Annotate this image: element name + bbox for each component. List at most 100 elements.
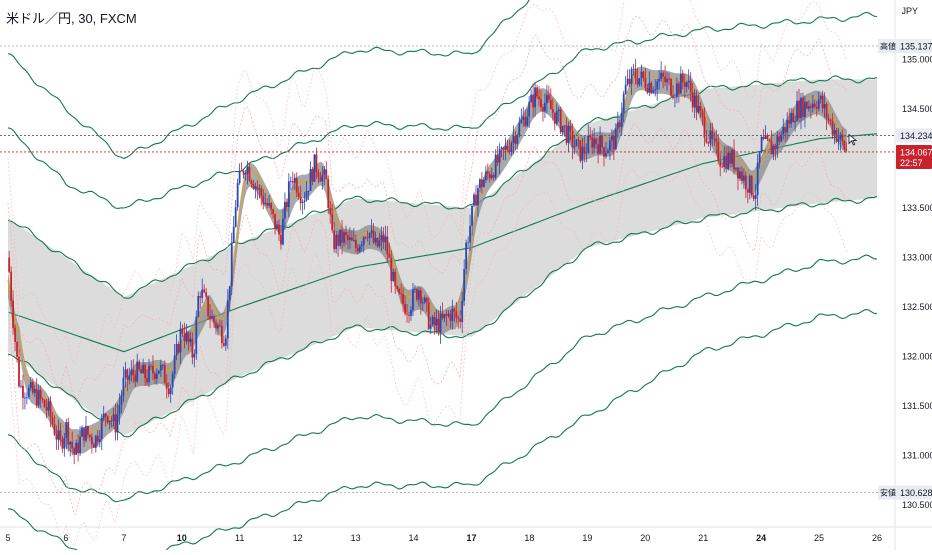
candle-body	[707, 142, 710, 144]
candle-body	[10, 271, 13, 301]
candle-body	[532, 94, 535, 108]
candle-body	[758, 152, 761, 163]
candle-body	[620, 112, 623, 127]
candle-body	[788, 119, 791, 124]
candle-body	[784, 127, 787, 133]
candle-body	[650, 82, 653, 93]
candle-body	[845, 149, 848, 151]
candle-body	[92, 444, 95, 448]
candle-body	[417, 290, 420, 300]
date-tick-label: 5	[5, 533, 10, 543]
candle-body	[374, 237, 377, 243]
candle-body	[746, 189, 749, 193]
candle-body	[764, 135, 767, 139]
candle-body	[289, 181, 292, 182]
candle-body	[735, 167, 737, 170]
candle-body	[161, 364, 164, 366]
candle-body	[412, 289, 414, 310]
candle-body	[652, 90, 655, 93]
candle-body	[41, 398, 44, 401]
candle-body	[333, 230, 336, 250]
candle-body	[65, 421, 68, 438]
candle-body	[224, 338, 227, 346]
candle-body	[727, 152, 730, 169]
candle-body	[813, 103, 816, 107]
candle-body	[167, 388, 170, 395]
candle-body	[398, 288, 401, 294]
candle-body	[618, 122, 621, 127]
candle-body	[287, 181, 290, 208]
candle-body	[423, 297, 426, 303]
candle-body	[43, 400, 46, 408]
price-tick-label: 135.000	[902, 55, 932, 65]
candle-body	[77, 442, 79, 454]
candle-body	[155, 373, 158, 379]
candle-body	[778, 136, 781, 142]
crosshair-value-label-text: 134.234	[900, 131, 932, 141]
candle-body	[98, 439, 101, 442]
candle-body	[486, 171, 489, 174]
candle-body	[51, 417, 54, 424]
candle-body	[116, 414, 119, 433]
candle-body	[536, 87, 538, 97]
envelope-line	[7, 0, 848, 365]
candle-body	[362, 237, 365, 245]
candle-body	[670, 79, 672, 96]
date-tick-label: 7	[121, 533, 126, 543]
candle-body	[96, 435, 99, 442]
candle-body	[614, 128, 617, 150]
candle-body	[469, 225, 471, 243]
candle-body	[258, 188, 261, 190]
candle-body	[309, 169, 312, 191]
candle-body	[790, 112, 793, 124]
candle-body	[811, 103, 814, 108]
candle-body	[384, 236, 387, 243]
candle-body	[154, 373, 156, 379]
candle-body	[660, 72, 663, 79]
candle-body	[185, 332, 188, 342]
candle-body	[506, 145, 509, 150]
candle-body	[195, 316, 198, 354]
candle-body	[512, 136, 515, 144]
band-line-outer-upper-1	[7, 11, 878, 209]
candle-body	[272, 209, 275, 214]
price-axis[interactable]: 130.500 131.000 131.500 132.000 132.500 133.0…	[902, 55, 932, 511]
candle-body	[134, 374, 137, 382]
candle-body	[571, 130, 574, 148]
candle-body	[632, 68, 635, 70]
candle-body	[203, 289, 206, 293]
candle-body	[642, 71, 645, 79]
candle-body	[278, 224, 280, 235]
candle-body	[825, 104, 828, 119]
candle-body	[315, 154, 318, 172]
candle-body	[802, 97, 804, 117]
candle-body	[85, 425, 87, 441]
candle-body	[415, 289, 418, 300]
date-tick-label: 20	[640, 533, 650, 543]
candle-body	[658, 78, 661, 82]
candle-body	[112, 414, 115, 422]
candle-body	[689, 80, 692, 93]
candle-body	[232, 226, 235, 243]
candle-body	[173, 355, 176, 375]
candle-body	[376, 237, 379, 247]
date-tick-label: 14	[409, 533, 419, 543]
time-axis[interactable]: 5 6 7 10 11 12 13 14 17 18 19 20 21 24 25 26	[5, 533, 882, 543]
candle-body	[794, 120, 796, 123]
candle-body	[744, 175, 747, 190]
candle-body	[33, 389, 36, 393]
candle-body	[49, 401, 52, 418]
candle-body	[654, 89, 657, 91]
candle-body	[725, 156, 728, 169]
candle-body	[89, 435, 91, 437]
candle-body	[378, 240, 381, 247]
candle-body	[831, 121, 834, 135]
date-tick-label: 21	[698, 533, 708, 543]
candle-body	[382, 235, 385, 243]
candle-body	[37, 390, 40, 406]
candle-body	[211, 316, 213, 319]
price-tick-label: 131.500	[902, 401, 932, 411]
candle-body	[679, 74, 682, 94]
